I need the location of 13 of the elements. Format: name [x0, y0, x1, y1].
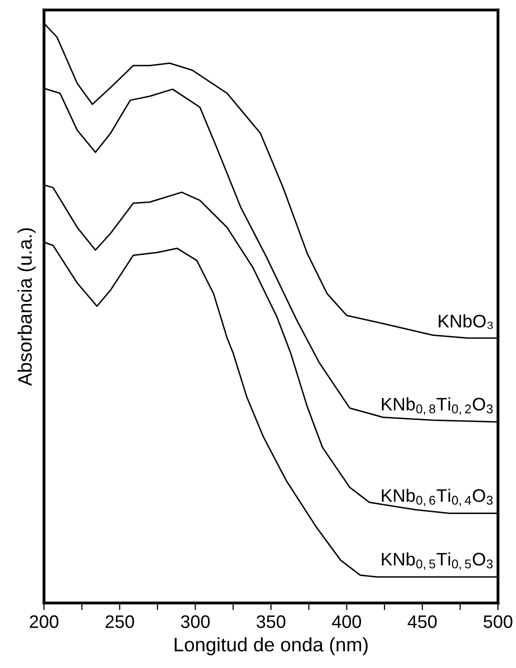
x-tick-label: 450	[408, 615, 437, 628]
x-tick-label: 250	[106, 615, 134, 628]
x-tick-label: 500	[484, 615, 512, 628]
series-label: KNb$_{0,5}$Ti$_{0,5}$O$_{3}$	[382, 552, 493, 570]
x-tick-label: 200	[30, 615, 58, 628]
x-tick-label: 300	[180, 615, 210, 628]
y-axis-title: Absorbancia (u.a.)	[18, 228, 36, 386]
series-label: KNbO₃	[438, 314, 493, 329]
x-tick-label: 350	[256, 615, 286, 628]
x-axis-title: Longitud de onda (nm)	[174, 637, 368, 656]
x-tick-label: 400	[332, 615, 362, 628]
series-label: KNb$_{0,6}$Ti$_{0,4}$O$_{3}$	[382, 488, 493, 506]
series-label: KNb$_{0,8}$Ti$_{0,2}$O$_{3}$	[382, 397, 493, 415]
